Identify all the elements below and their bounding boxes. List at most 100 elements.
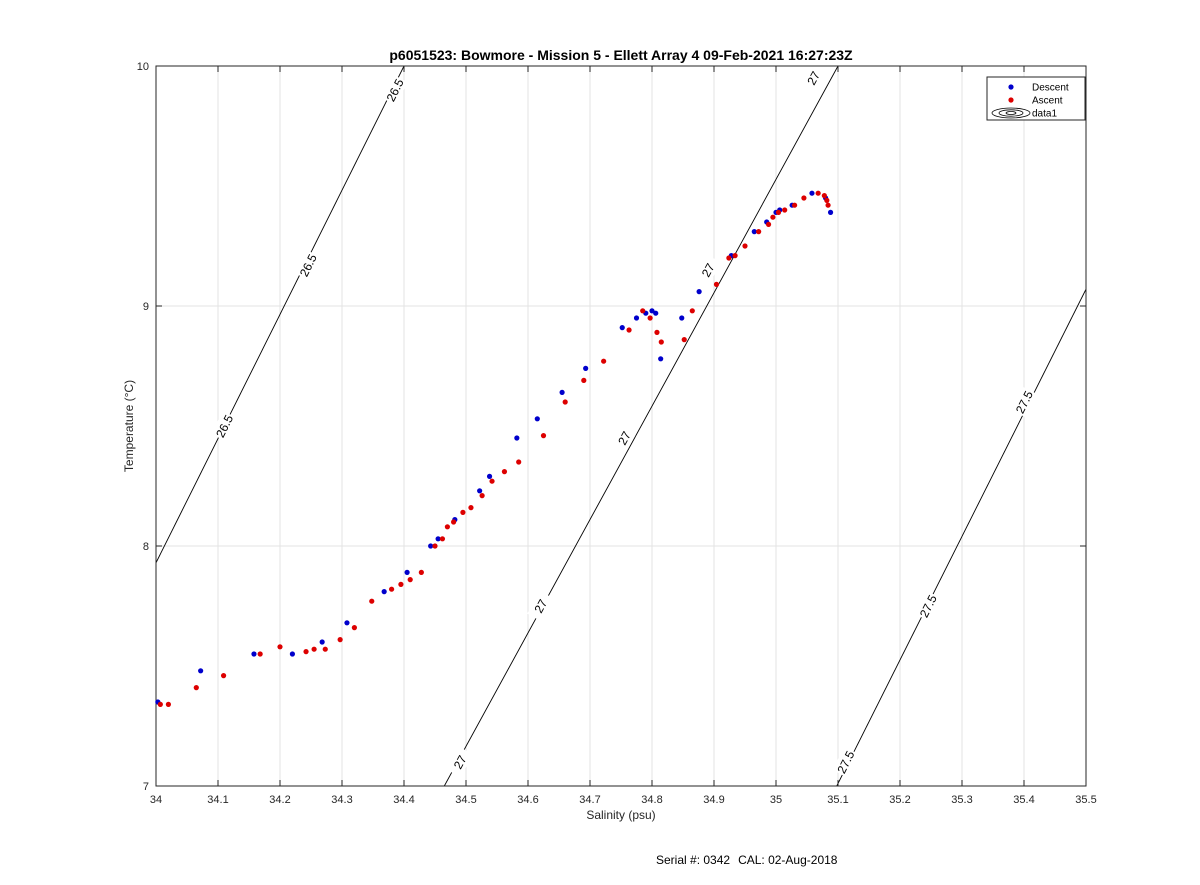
x-tick-label: 35.1	[827, 794, 848, 806]
descent-point	[619, 325, 625, 331]
x-tick-label: 34.6	[517, 794, 538, 806]
chart-title: p6051523: Bowmore - Mission 5 - Ellett A…	[389, 47, 853, 63]
legend-marker-descent	[1008, 84, 1014, 90]
descent-point	[649, 308, 655, 314]
isopycnal-label: 27	[699, 261, 718, 280]
x-tick-label: 34	[150, 794, 162, 806]
descent-point	[696, 289, 702, 295]
ascent-point	[439, 536, 446, 542]
x-tick-label: 34.8	[641, 794, 662, 806]
ascent-point	[369, 598, 375, 604]
descent-point	[289, 651, 295, 657]
ascent-point	[825, 202, 831, 208]
ascent-point	[647, 315, 653, 321]
ascent-point	[654, 329, 660, 335]
ascent-point	[389, 586, 395, 592]
ascent-point	[765, 221, 772, 227]
descent-point	[198, 668, 204, 674]
descent-point	[679, 315, 685, 321]
descent-point	[534, 416, 540, 422]
ascent-point	[658, 339, 664, 345]
isopycnal-line	[156, 66, 405, 564]
isopycnal-label-bg	[381, 74, 408, 106]
descent-point	[583, 365, 589, 371]
ascent-point	[626, 327, 632, 333]
descent-point	[633, 315, 640, 321]
isopycnal-label-bg	[211, 410, 238, 442]
isopycnal-line	[443, 66, 839, 786]
x-tick-label: 35.2	[889, 794, 910, 806]
legend-contour-icon	[991, 107, 1031, 119]
isopycnal-label-bg	[446, 746, 474, 778]
ascent-point	[770, 214, 776, 220]
y-tick-label: 10	[137, 61, 149, 73]
ascent-point	[311, 646, 317, 652]
x-tick-label: 35	[770, 794, 782, 806]
x-tick-label: 35.3	[951, 794, 972, 806]
ascent-point	[165, 701, 171, 708]
axes-box	[155, 65, 1087, 787]
descent-point	[319, 639, 325, 645]
ascent-point	[801, 195, 807, 201]
ascent-point	[444, 524, 450, 530]
ascent-point	[220, 673, 227, 679]
ascent-point	[640, 308, 646, 314]
ascent-point	[337, 637, 343, 643]
descent-point	[751, 229, 757, 235]
legend-label: Descent	[1032, 83, 1069, 94]
ascent-point	[726, 255, 732, 261]
x-tick-label: 34.5	[455, 794, 476, 806]
ascent-point	[157, 701, 163, 708]
descent-point	[514, 435, 520, 441]
ascent-point	[516, 459, 522, 465]
ascent-point	[322, 646, 328, 652]
legend-contour-icon-inner	[998, 109, 1024, 117]
ascent-point	[193, 685, 199, 691]
x-tick-label: 34.4	[393, 794, 414, 806]
ascent-point	[277, 644, 283, 650]
ascent-point	[821, 193, 827, 199]
ascent-point	[451, 519, 457, 525]
x-tick-label: 34.2	[269, 794, 290, 806]
legend-box	[986, 76, 1086, 121]
descent-point	[435, 536, 441, 542]
descent-point	[658, 356, 664, 362]
descent-point	[486, 473, 493, 479]
x-axis-label: Salinity (psu)	[586, 808, 655, 822]
isopycnal-label-bg	[914, 590, 941, 622]
isopycnal-label: 27	[615, 429, 634, 448]
isopycnal-label-bg	[294, 249, 321, 281]
ascent-point	[775, 209, 782, 215]
ascent-point	[581, 377, 587, 383]
ascent-point	[732, 253, 738, 259]
ascent-point	[540, 433, 547, 439]
plot-area	[156, 66, 1086, 786]
legend-marker-ascent	[1008, 97, 1014, 103]
ascent-point	[782, 207, 788, 213]
y-tick-label: 7	[143, 781, 149, 793]
ascent-point	[432, 543, 438, 549]
legend-contour-icon-core	[1005, 111, 1017, 115]
legend-label: data1	[1032, 109, 1057, 120]
x-tick-label: 35.5	[1075, 794, 1096, 806]
isopycnal-label: 27	[804, 69, 823, 88]
ascent-point	[824, 197, 830, 203]
x-tick-label: 34.7	[579, 794, 600, 806]
ascent-point	[479, 493, 485, 499]
isopycnal-label-group: 27	[446, 746, 474, 778]
isopycnal-label-group: 27	[694, 254, 722, 286]
y-tick-label: 8	[143, 541, 149, 553]
ascent-point	[601, 358, 607, 364]
ascent-point	[460, 509, 466, 515]
ascent-point	[398, 581, 404, 588]
y-tick-label: 9	[143, 301, 149, 313]
isopycnal-label: 27	[531, 597, 550, 616]
ascent-point	[257, 651, 263, 657]
descent-point	[653, 310, 659, 316]
isopycnal-label-bg	[799, 62, 827, 94]
serial-caption: Serial #: 0342 CAL: 02-Aug-2018	[656, 853, 845, 867]
descent-point	[477, 488, 483, 494]
isopycnal-label: 27	[451, 753, 470, 772]
